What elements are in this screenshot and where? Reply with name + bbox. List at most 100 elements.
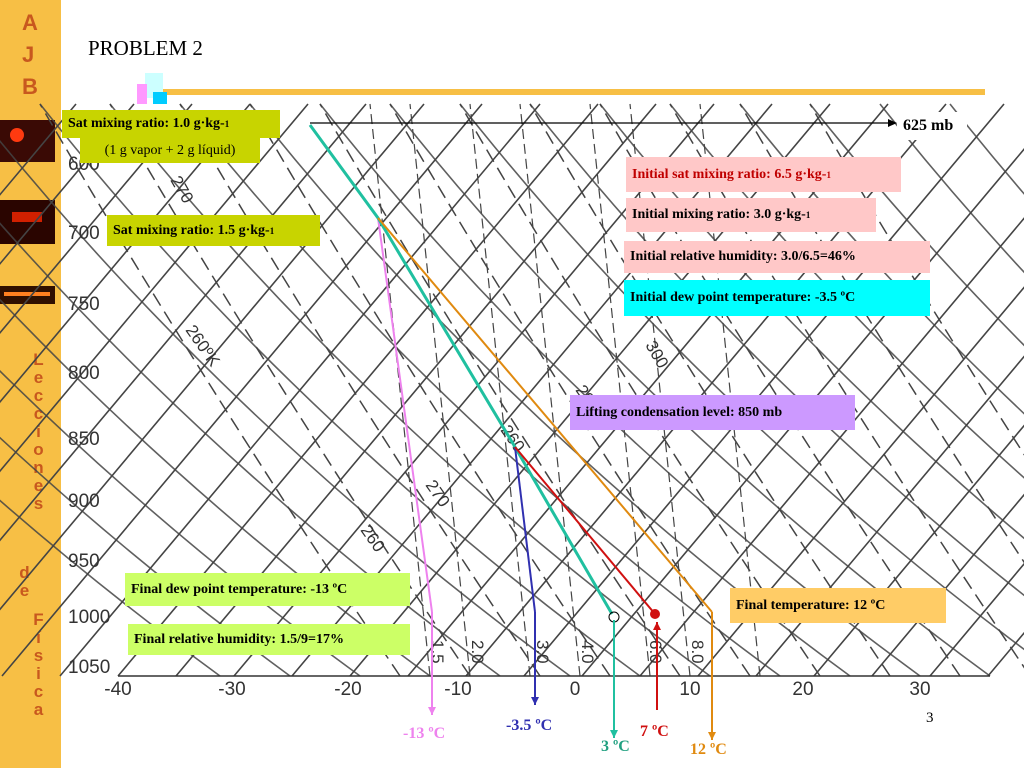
- pressure-label: 750: [68, 294, 100, 315]
- arrowhead: [888, 119, 897, 127]
- isotherm: [0, 103, 251, 404]
- arrowhead: [531, 697, 539, 705]
- process-line: [377, 217, 713, 613]
- isotherm: [0, 103, 309, 473]
- bottom-label: 12 ºC: [690, 741, 727, 758]
- isotherm: [871, 493, 1024, 677]
- moist-adiabat: [179, 103, 541, 677]
- moist-adiabat: [739, 103, 1024, 564]
- dry-adiabat: [739, 103, 1024, 415]
- pressure-label: 800: [68, 363, 100, 384]
- isotherm: [755, 355, 1024, 677]
- thumb: [0, 120, 55, 162]
- note-box: Sat mixing ratio: 1.5 g·kg- 1: [107, 215, 320, 246]
- mixing-ratio: [629, 103, 691, 677]
- text: Sat mixing ratio: 1.0 g·kg-: [68, 116, 225, 131]
- isotherm: [813, 424, 1024, 677]
- process-line: [308, 124, 614, 615]
- note-box: Final temperature: 12 ºC: [730, 588, 946, 623]
- initial: J: [22, 42, 35, 67]
- side-word: Lecciones: [29, 350, 48, 512]
- sup: 1: [805, 210, 811, 220]
- dry-adiabat: [0, 139, 571, 677]
- mixing-ratio: [409, 103, 471, 677]
- temperature-label: 10: [679, 679, 700, 700]
- mixing-ratio: [589, 103, 651, 677]
- arrowhead: [610, 730, 618, 738]
- title: PROBLEM 2: [88, 36, 203, 60]
- text: Initial sat mixing ratio: 6.5 g·kg-: [632, 166, 827, 182]
- process-line: [514, 446, 656, 615]
- arrowhead: [653, 622, 661, 630]
- process-line: [514, 446, 536, 613]
- mixing-ratio: [519, 103, 581, 677]
- sup: 1: [269, 225, 275, 236]
- temperature-label: -20: [334, 679, 361, 700]
- initial: B: [22, 74, 38, 99]
- text: Sat mixing ratio: 1.5 g·kg-: [113, 222, 270, 238]
- temperature-label: -10: [444, 679, 471, 700]
- arrowhead: [428, 707, 436, 715]
- temperature-label: 20: [792, 679, 813, 700]
- bottom-label: -13 ºC: [403, 725, 446, 742]
- deco: [145, 73, 163, 98]
- pressure-label: 900: [68, 491, 100, 512]
- temperature-label: 0: [570, 679, 581, 700]
- curve-label: 6.0: [646, 640, 665, 664]
- initial: A: [22, 10, 38, 35]
- isotherm: [697, 286, 1024, 677]
- curve-label: 2.0: [468, 640, 487, 664]
- dry-adiabat: [0, 499, 221, 677]
- dry-adiabat: [39, 103, 641, 677]
- sup: 1: [826, 169, 831, 180]
- dry-adiabat: [599, 103, 1024, 540]
- pressure-label: 700: [68, 223, 100, 244]
- isotherm: [1, 103, 483, 677]
- dry-adiabat: [179, 103, 781, 677]
- moist-adiabat: [459, 103, 821, 677]
- note-box: Initial relative humidity: 3.0/6.5=46%: [624, 241, 930, 273]
- note-box: Lifting condensation level: 850 mb: [570, 395, 855, 430]
- moist-adiabat: [389, 103, 751, 677]
- moist-adiabat: [809, 103, 1024, 456]
- rule: [160, 89, 985, 95]
- note-box: Initial dew point temperature: -3.5 ºC: [624, 280, 930, 316]
- dry-adiabat: [109, 103, 711, 677]
- mixing-ratio: [369, 103, 431, 677]
- isotherm: [0, 103, 367, 542]
- moist-adiabat: [249, 103, 611, 677]
- temperature-label: -30: [218, 679, 245, 700]
- note-box: Sat mixing ratio: 1.0 g·kg- 1: [62, 110, 280, 138]
- moist-adiabat: [319, 103, 681, 677]
- curve-label: 1.5: [428, 640, 447, 664]
- note-box: Initial sat mixing ratio: 6.5 g·kg- 1: [626, 157, 901, 192]
- isotherm: [0, 103, 425, 611]
- pressure-label: 1050: [68, 657, 110, 678]
- text: Initial mixing ratio: 3.0 g·kg-: [632, 207, 806, 222]
- moist-adiabat: [669, 103, 1024, 669]
- pressure-label: 950: [68, 551, 100, 572]
- isotherm: [523, 103, 1005, 677]
- moist-adiabat: [109, 103, 471, 677]
- curve-label: 3.0: [533, 640, 552, 664]
- arrowhead: [708, 732, 716, 740]
- dry-adiabat: [879, 103, 1024, 274]
- note-box: Final dew point temperature: -13 ºC: [125, 573, 410, 606]
- moist-adiabat: [599, 103, 961, 677]
- deco: [153, 92, 167, 104]
- page-number: 3: [926, 710, 934, 726]
- thumb: [0, 200, 55, 244]
- isotherm: [639, 217, 1024, 677]
- pressure-label: 850: [68, 429, 100, 450]
- temperature-label: 30: [909, 679, 930, 700]
- isotherm: [581, 148, 1024, 677]
- mixing-ratio: [699, 103, 761, 677]
- moist-adiabat: [39, 103, 401, 677]
- note-box: Final relative humidity: 1.5/9=17%: [128, 624, 410, 655]
- note-box: (1 g vapor + 2 g líquid): [80, 138, 260, 163]
- thumb: [0, 286, 55, 304]
- curve-label: 8.0: [688, 640, 707, 664]
- mixing-ratio: [469, 103, 531, 677]
- point: [650, 609, 660, 619]
- moist-adiabat: [529, 103, 891, 677]
